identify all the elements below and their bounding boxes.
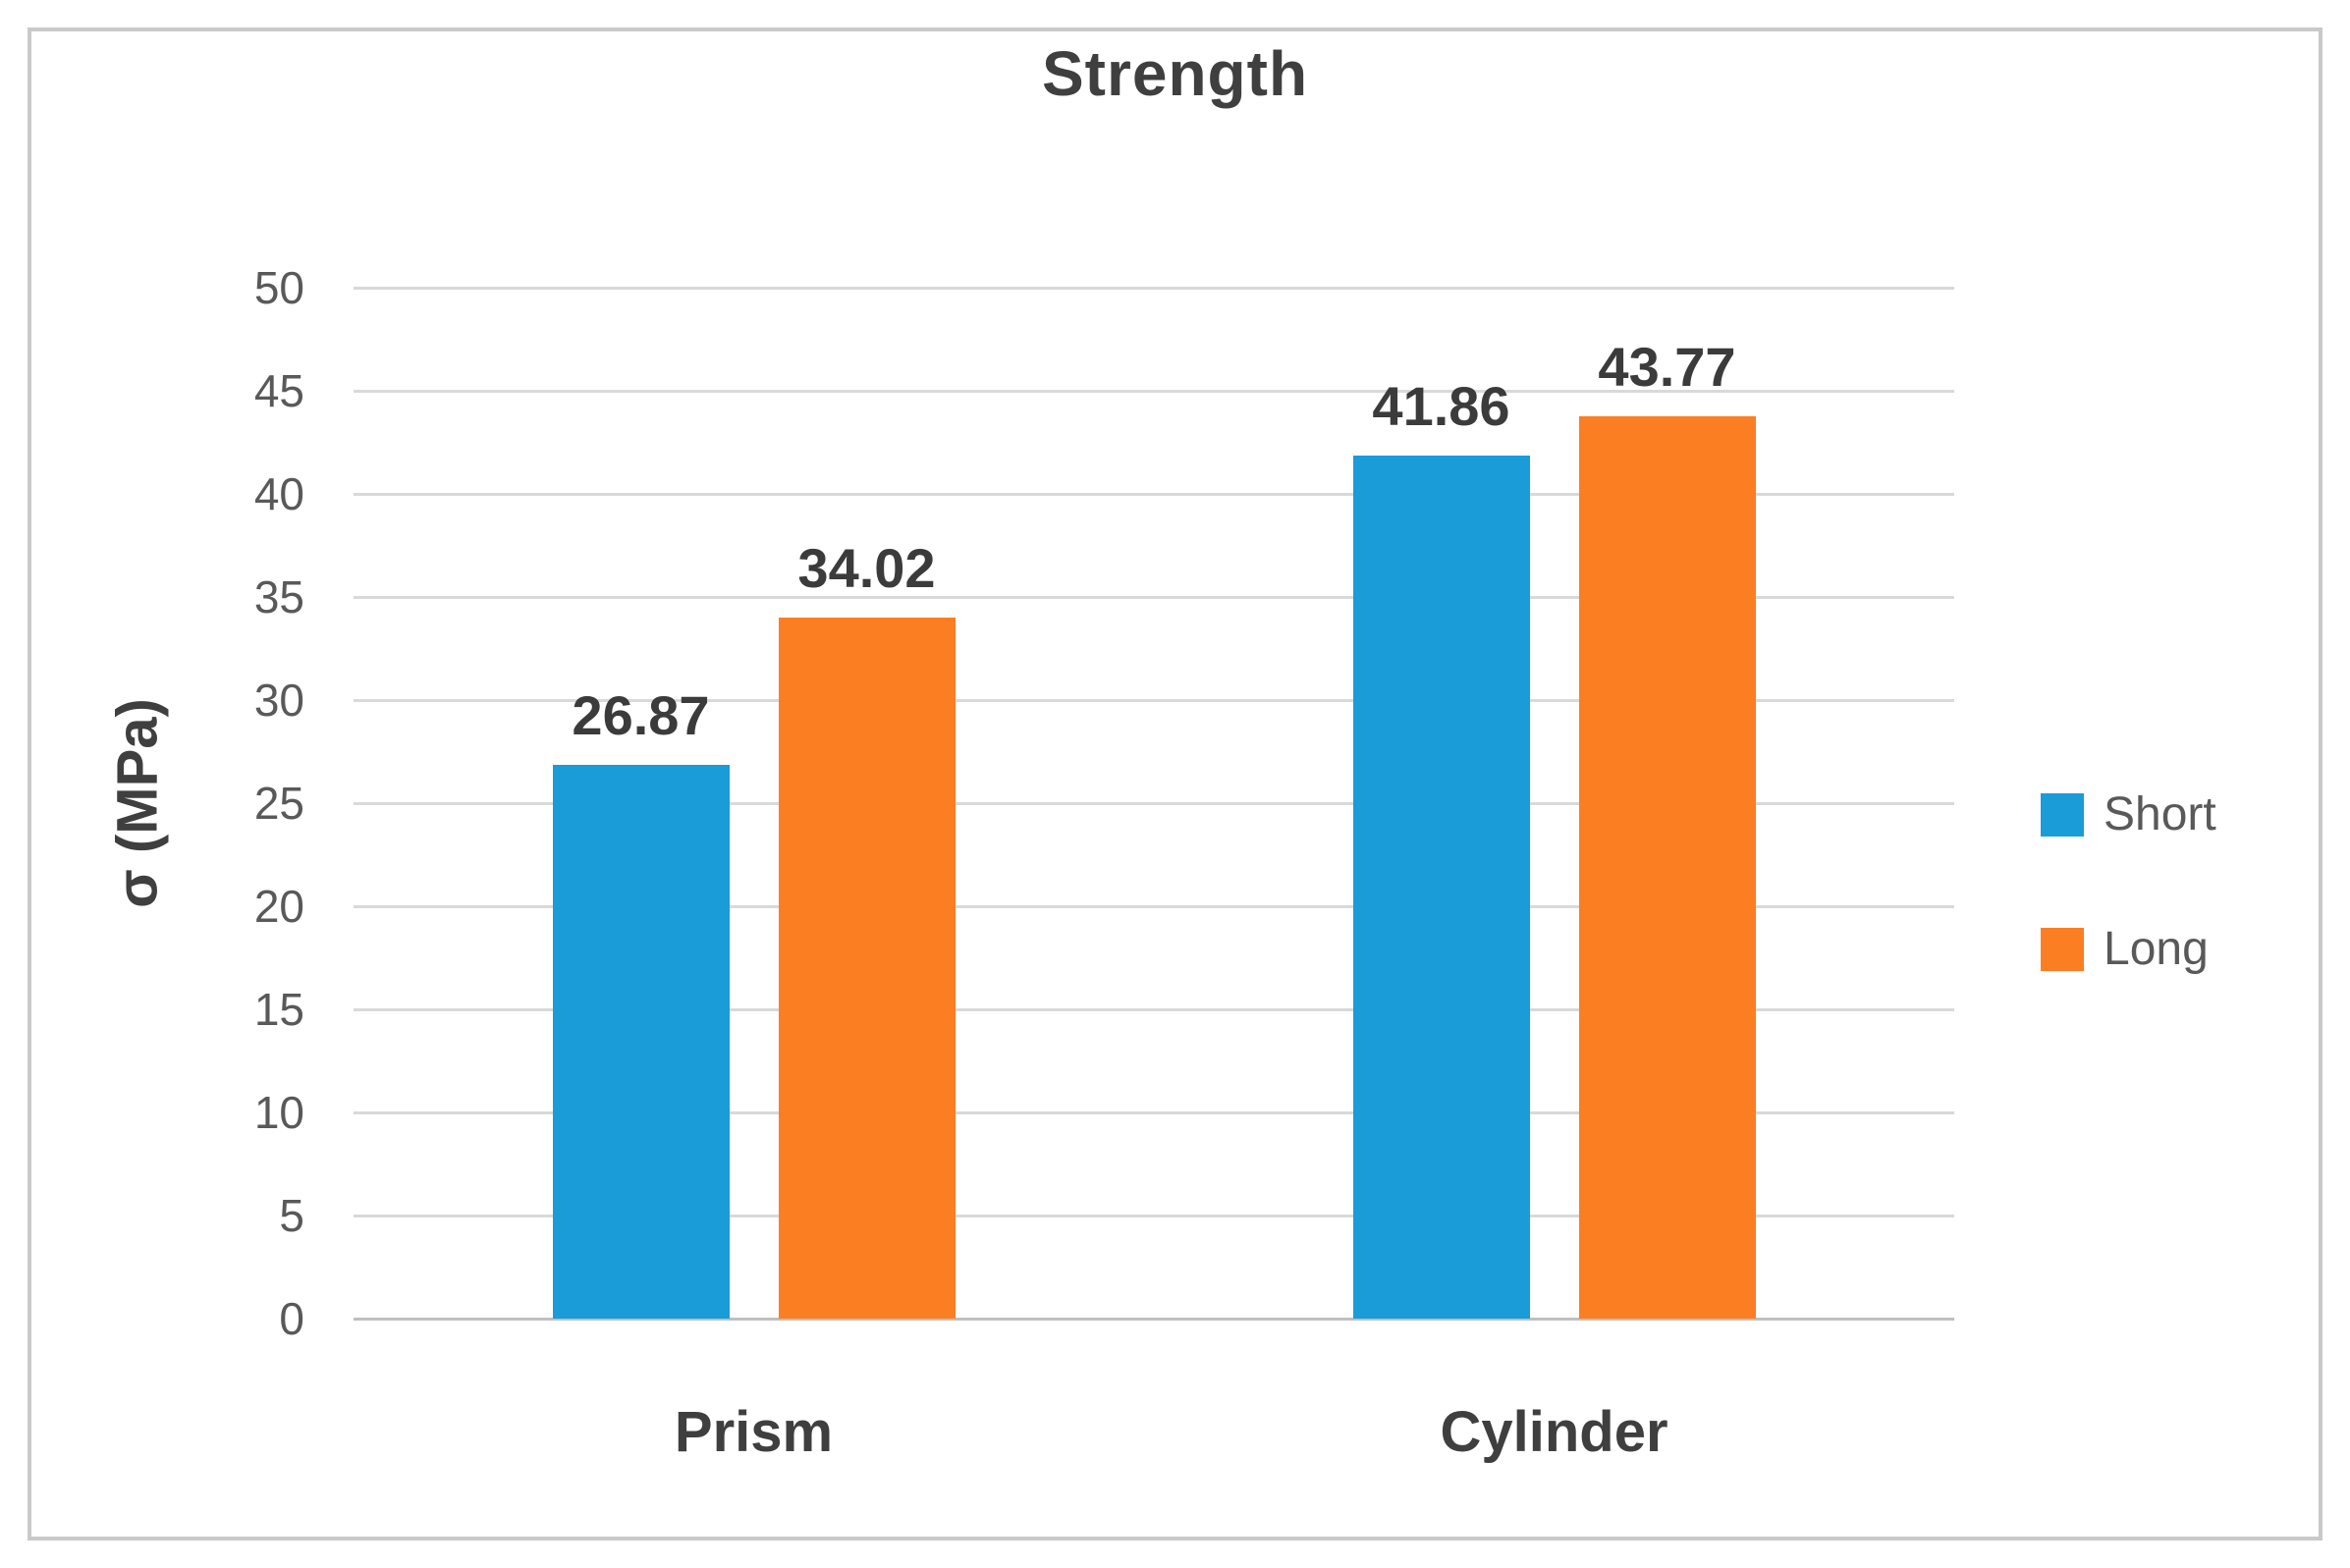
- gridline-y-35: [354, 596, 1954, 599]
- y-tick-label-25: 25: [253, 778, 304, 829]
- x-category-label-cylinder: Cylinder: [1440, 1400, 1668, 1464]
- y-tick-label-40: 40: [253, 468, 304, 519]
- legend-swatch-short: [2041, 792, 2084, 837]
- value-label-prism-short: 26.87: [572, 683, 710, 746]
- gridline-y-15: [354, 1008, 1954, 1011]
- bar-prism-long: [778, 617, 956, 1319]
- y-tick-label-45: 45: [253, 365, 304, 416]
- legend-label-long: Long: [2104, 923, 2209, 975]
- legend: Short Long: [2041, 787, 2216, 976]
- gridline-y-50: [354, 287, 1954, 290]
- y-tick-label-0: 0: [279, 1293, 304, 1344]
- x-category-label-prism: Prism: [674, 1400, 834, 1464]
- bar-cylinder-long: [1578, 415, 1756, 1319]
- value-label-prism-long: 34.02: [797, 536, 936, 599]
- legend-entry-long: Long: [2041, 922, 2216, 976]
- gridline-y-5: [354, 1215, 1954, 1217]
- y-tick-label-30: 30: [253, 675, 304, 726]
- legend-label-short: Short: [2104, 788, 2216, 840]
- y-tick-label-10: 10: [253, 1087, 304, 1138]
- gridline-y-40: [354, 493, 1954, 496]
- plot-area: 26.87 34.02 41.86 43.77: [354, 287, 1954, 1321]
- gridline-y-10: [354, 1111, 1954, 1114]
- y-tick-label-5: 5: [279, 1190, 304, 1241]
- value-label-cylinder-short: 41.86: [1372, 374, 1510, 437]
- x-axis-line: [354, 1318, 1954, 1321]
- value-label-cylinder-long: 43.77: [1598, 335, 1736, 398]
- bar-prism-short: [552, 764, 730, 1319]
- gridline-y-25: [354, 802, 1954, 805]
- gridline-y-45: [354, 390, 1954, 393]
- legend-swatch-long: [2041, 927, 2084, 971]
- y-tick-label-20: 20: [253, 881, 304, 932]
- gridline-y-20: [354, 905, 1954, 908]
- y-tick-label-15: 15: [253, 984, 304, 1035]
- gridline-y-30: [354, 699, 1954, 702]
- figure-border-frame: [27, 27, 2323, 1541]
- y-tick-label-35: 35: [253, 571, 304, 622]
- y-tick-label-50: 50: [253, 262, 304, 313]
- chart-title: Strength: [1041, 38, 1309, 109]
- legend-entry-short: Short: [2041, 787, 2216, 841]
- bar-cylinder-short: [1352, 455, 1530, 1319]
